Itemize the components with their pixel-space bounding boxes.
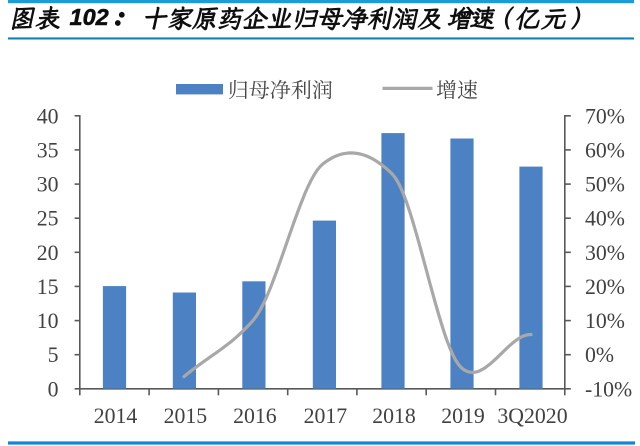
svg-text:2016: 2016: [233, 404, 277, 428]
svg-text:40%: 40%: [585, 207, 625, 231]
svg-text:10%: 10%: [585, 309, 625, 333]
svg-text:25: 25: [37, 207, 59, 231]
svg-text:40: 40: [37, 104, 59, 128]
svg-text:-10%: -10%: [585, 377, 632, 401]
svg-text:35: 35: [37, 138, 59, 162]
svg-text:2019: 2019: [441, 404, 485, 428]
svg-text:2015: 2015: [164, 404, 208, 428]
svg-text:0%: 0%: [585, 343, 614, 367]
svg-text:5: 5: [48, 343, 59, 367]
svg-text:2017: 2017: [304, 404, 348, 428]
svg-text:20%: 20%: [585, 275, 625, 299]
svg-text:2014: 2014: [94, 404, 138, 428]
svg-text:15: 15: [37, 275, 59, 299]
svg-text:30: 30: [37, 173, 59, 197]
svg-text:2018: 2018: [372, 404, 416, 428]
svg-text:20: 20: [37, 241, 59, 265]
svg-text:0: 0: [48, 377, 59, 401]
svg-text:3Q2020: 3Q2020: [497, 404, 567, 428]
svg-text:10: 10: [37, 309, 59, 333]
svg-text:50%: 50%: [585, 173, 625, 197]
svg-text:60%: 60%: [585, 138, 625, 162]
svg-text:70%: 70%: [585, 104, 625, 128]
svg-text:102: 102: [70, 4, 109, 30]
svg-text:30%: 30%: [585, 241, 625, 265]
